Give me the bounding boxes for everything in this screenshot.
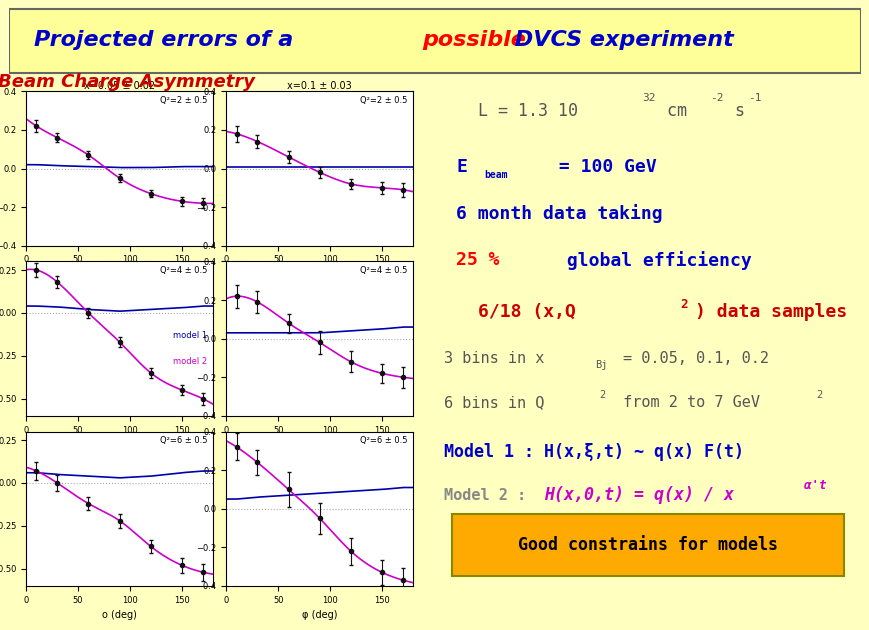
Text: H(x,0,t) = q(x) / x: H(x,0,t) = q(x) / x — [543, 486, 733, 505]
Text: L = 1.3 10: L = 1.3 10 — [477, 101, 577, 120]
Text: 6 month data taking: 6 month data taking — [456, 205, 662, 224]
Text: 6 bins in Q: 6 bins in Q — [443, 395, 543, 410]
FancyBboxPatch shape — [9, 9, 860, 73]
Text: Projected errors of a: Projected errors of a — [34, 30, 301, 50]
Text: Model 2 :: Model 2 : — [443, 488, 534, 503]
Text: = 0.05, 0.1, 0.2: = 0.05, 0.1, 0.2 — [622, 351, 767, 366]
Text: Good constrains for models: Good constrains for models — [518, 536, 777, 554]
Text: Bj: Bj — [594, 360, 607, 370]
Text: model 2: model 2 — [173, 357, 208, 366]
Text: Q²=2 ± 0.5: Q²=2 ± 0.5 — [360, 96, 408, 105]
Text: Q²=6 ± 0.5: Q²=6 ± 0.5 — [360, 436, 408, 445]
FancyBboxPatch shape — [452, 513, 843, 576]
Text: from 2 to 7 GeV: from 2 to 7 GeV — [614, 395, 760, 410]
Text: cm: cm — [656, 101, 686, 120]
Text: Beam Charge Asymmetry: Beam Charge Asymmetry — [0, 73, 255, 91]
Title: x=0.05 ± 0.02: x=0.05 ± 0.02 — [84, 81, 155, 91]
Text: model 1: model 1 — [173, 331, 208, 340]
Text: Model 1 : H(x,ξ,t) ~ q(x) F(t): Model 1 : H(x,ξ,t) ~ q(x) F(t) — [443, 443, 743, 461]
Text: α't: α't — [803, 479, 826, 491]
X-axis label: o (deg): o (deg) — [102, 610, 137, 620]
Text: Q²=4 ± 0.5: Q²=4 ± 0.5 — [160, 266, 208, 275]
Text: Q²=2 ± 0.5: Q²=2 ± 0.5 — [160, 96, 208, 105]
Text: global efficiency: global efficiency — [556, 251, 752, 270]
Title: x=0.1 ± 0.03: x=0.1 ± 0.03 — [287, 81, 352, 91]
Text: = 100 GeV: = 100 GeV — [547, 159, 656, 176]
Text: 32: 32 — [641, 93, 654, 103]
Text: Q²=4 ± 0.5: Q²=4 ± 0.5 — [360, 266, 408, 275]
Text: ) data samples: ) data samples — [694, 303, 846, 321]
Text: beam: beam — [483, 170, 507, 180]
Text: -2: -2 — [709, 93, 723, 103]
Text: Q²=6 ± 0.5: Q²=6 ± 0.5 — [160, 436, 208, 445]
Text: 2: 2 — [680, 298, 687, 311]
Text: -1: -1 — [747, 93, 761, 103]
Text: 2: 2 — [599, 390, 605, 400]
Text: DVCS experiment: DVCS experiment — [507, 30, 733, 50]
Text: possible: possible — [421, 30, 526, 50]
Text: 6/18 (x,Q: 6/18 (x,Q — [477, 303, 575, 321]
Text: s: s — [724, 101, 744, 120]
Text: E: E — [456, 159, 467, 176]
Text: 2: 2 — [816, 390, 822, 400]
Text: 3 bins in x: 3 bins in x — [443, 351, 543, 366]
Text: 25 %: 25 % — [456, 251, 499, 270]
X-axis label: φ (deg): φ (deg) — [302, 610, 337, 620]
